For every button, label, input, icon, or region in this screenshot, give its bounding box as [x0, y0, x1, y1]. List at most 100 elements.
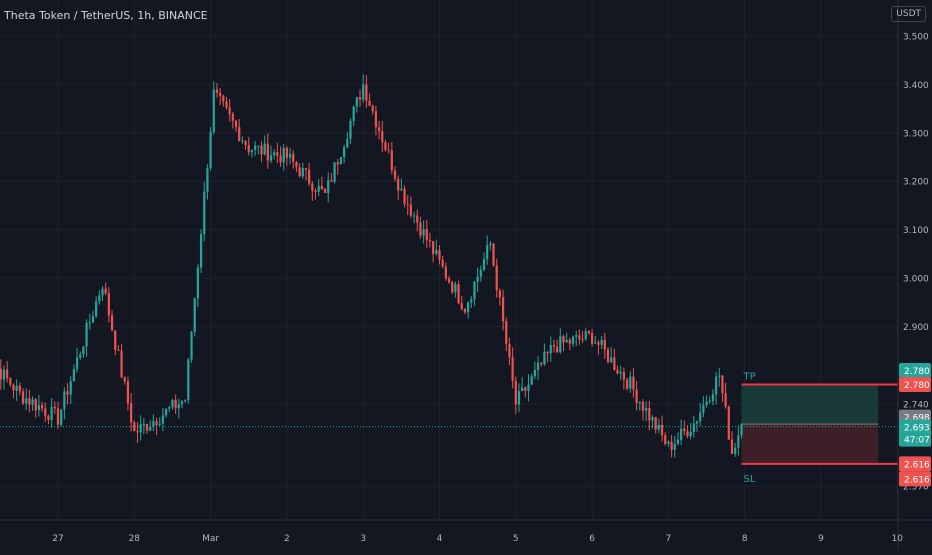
candle	[301, 162, 304, 179]
time-tick-label: 3	[360, 534, 366, 544]
candle	[616, 365, 619, 375]
candle	[320, 176, 323, 191]
candle	[203, 182, 206, 242]
candle	[384, 139, 387, 152]
price-tick-label: 3.000	[903, 275, 929, 285]
loss-zone[interactable]	[741, 424, 879, 464]
candle	[174, 394, 177, 414]
candle	[31, 396, 34, 411]
candle	[657, 418, 660, 434]
time-axis[interactable]: 27 28 Mar 2 3 4 5 6 7 8 9 10	[0, 519, 932, 544]
candle	[136, 422, 139, 444]
candle	[187, 357, 190, 404]
candle	[578, 329, 581, 345]
candle	[260, 141, 263, 162]
candle	[613, 348, 616, 371]
sl-badge-upper	[899, 456, 931, 472]
candle	[244, 140, 247, 150]
candle	[482, 252, 486, 272]
candle	[521, 377, 524, 392]
candle	[397, 175, 400, 201]
time-tick-label: 4	[437, 534, 443, 544]
candle	[393, 166, 397, 182]
candle	[489, 241, 492, 251]
candle	[18, 382, 21, 396]
currency-badge[interactable]: USDT	[891, 6, 926, 22]
candle	[368, 93, 371, 107]
time-tick-label: Mar	[202, 534, 219, 544]
candle	[409, 196, 413, 218]
symbol-title[interactable]: Theta Token / TetherUS, 1h, BINANCE	[4, 9, 208, 22]
candle	[358, 89, 362, 108]
candle	[79, 351, 82, 360]
candle	[664, 432, 667, 446]
candle	[91, 310, 95, 324]
candle	[695, 420, 699, 432]
candle	[238, 118, 241, 142]
candle	[590, 328, 594, 347]
candle	[212, 81, 215, 135]
candle	[737, 425, 740, 456]
candle	[95, 296, 98, 319]
price-tick-label: 2.570	[903, 483, 929, 493]
candle	[476, 267, 479, 292]
candle	[330, 173, 333, 182]
candle	[190, 330, 193, 363]
candle	[495, 258, 498, 298]
candle	[145, 423, 149, 434]
candle	[107, 286, 110, 323]
candle	[708, 396, 711, 404]
candle	[533, 361, 536, 380]
candle	[435, 239, 438, 256]
candle	[66, 383, 69, 405]
candle	[314, 188, 317, 200]
price-axis[interactable]: 3.500 3.400 3.300 3.200 3.100 3.000 2.900 2.740…	[897, 0, 931, 550]
candle	[377, 121, 381, 140]
candle	[600, 336, 603, 350]
candle	[47, 414, 50, 425]
candle	[406, 195, 409, 216]
candle	[2, 365, 6, 390]
candle	[25, 388, 28, 410]
position-zones[interactable]: TP SL	[741, 371, 898, 485]
candle	[416, 209, 419, 232]
candle	[362, 74, 365, 103]
candle	[56, 401, 60, 429]
candle	[501, 289, 505, 331]
candle	[721, 375, 724, 403]
sl-badge-lower	[899, 471, 931, 487]
candle	[40, 401, 44, 413]
candle	[479, 265, 482, 282]
time-tick-label: 2	[284, 534, 290, 544]
candle	[133, 420, 136, 432]
candle	[651, 415, 654, 429]
candle	[28, 389, 31, 413]
candle	[139, 415, 142, 441]
candle	[619, 365, 622, 381]
time-tick-label: 9	[818, 534, 824, 544]
candle	[209, 126, 212, 171]
candle	[206, 164, 209, 200]
candle	[199, 229, 203, 273]
candle	[273, 149, 276, 160]
candle	[21, 388, 25, 406]
candle	[343, 144, 346, 164]
profit-zone[interactable]	[741, 384, 879, 425]
candle	[231, 111, 234, 129]
candle	[241, 136, 244, 144]
candle	[683, 420, 686, 436]
candle	[44, 402, 47, 422]
candle	[355, 96, 358, 113]
candle	[285, 146, 289, 167]
price-tick-label: 3.100	[903, 226, 929, 236]
candle	[565, 332, 568, 343]
current-price-badge	[899, 419, 931, 447]
candles	[0, 74, 743, 458]
candle	[82, 345, 85, 359]
candle	[180, 400, 184, 409]
candle	[253, 141, 257, 156]
candle	[511, 347, 514, 389]
candle	[740, 423, 743, 439]
